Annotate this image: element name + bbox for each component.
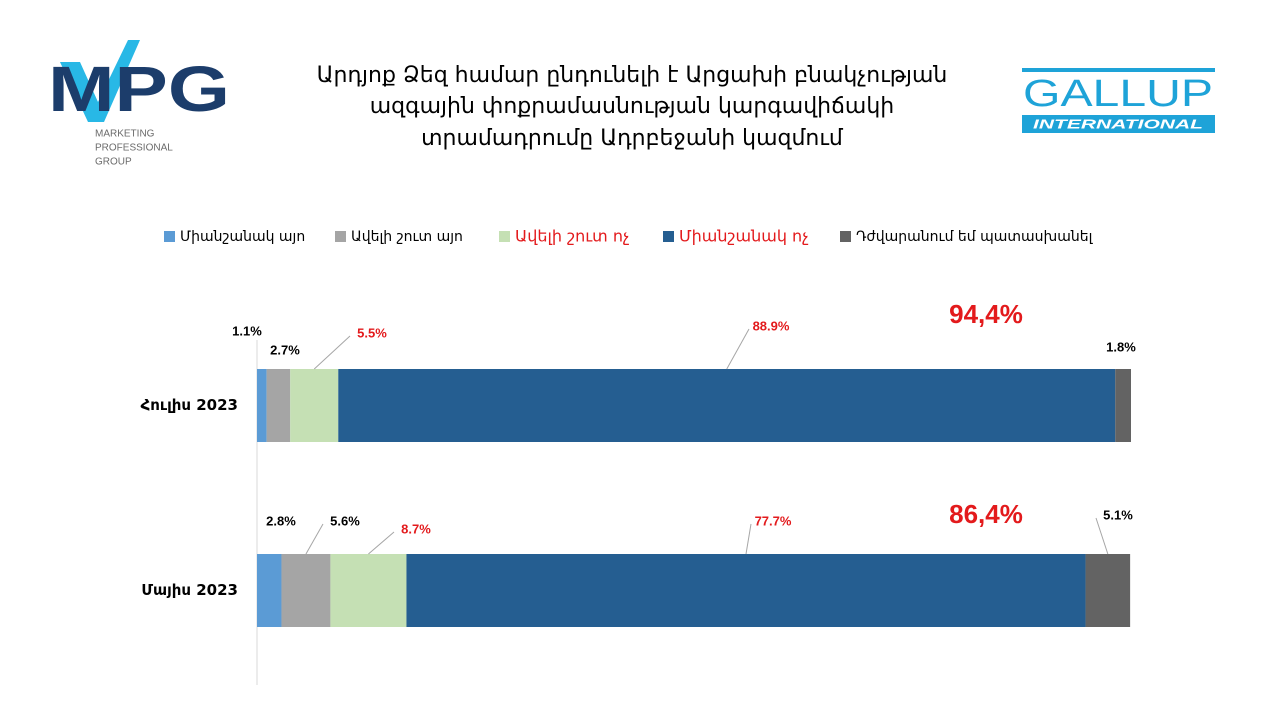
- bar-segment: [257, 554, 282, 627]
- gallup-logo: GALLUP INTERNATIONAL: [1022, 68, 1215, 133]
- bar-segment: [1085, 554, 1131, 627]
- value-label: 88.9%: [753, 318, 790, 333]
- value-label: 8.7%: [401, 521, 431, 536]
- annotation: 86,4%: [949, 499, 1023, 529]
- bar-segment: [290, 369, 339, 442]
- logo-tagline: PROFESSIONAL: [95, 143, 173, 154]
- leader-line: [726, 328, 750, 370]
- leader-line: [745, 523, 752, 555]
- category-label: Հուլիս 2023: [141, 396, 238, 414]
- value-label: 2.7%: [270, 342, 300, 357]
- bar-segment: [281, 554, 331, 627]
- bar-segment: [1115, 369, 1131, 442]
- leader-line: [305, 523, 324, 555]
- logo-band: [1022, 115, 1215, 133]
- logo-tagline: GROUP: [95, 157, 132, 168]
- legend-swatch: [335, 231, 346, 242]
- legend-label: Միանշանակ ոչ: [679, 227, 809, 246]
- logo-tagline: MARKETING: [95, 129, 155, 140]
- chart-title: տրամադրումը Ադրբեջանի կազմում: [421, 126, 844, 151]
- value-label: 1.8%: [1106, 339, 1136, 354]
- value-label: 2.8%: [266, 513, 296, 528]
- legend-label: Դժվարանում եմ պատասխանել: [856, 229, 1094, 245]
- bar-segment: [406, 554, 1086, 627]
- value-label: 1.1%: [232, 323, 262, 338]
- legend-swatch: [663, 231, 674, 242]
- bar-segment: [330, 554, 407, 627]
- bar-segment: [257, 369, 267, 442]
- category-label: Մայիս 2023: [141, 581, 238, 599]
- legend-swatch: [499, 231, 510, 242]
- chart-title: Արդյոք Ձեզ համար ընդունելի է Արցախի բնակ…: [317, 63, 948, 88]
- legend-swatch: [840, 231, 851, 242]
- logo-text: MPG: [48, 53, 230, 125]
- bar-segment: [338, 369, 1116, 442]
- value-label: 77.7%: [755, 513, 792, 528]
- legend-swatch: [164, 231, 175, 242]
- logo-shape: [60, 40, 140, 122]
- value-label: 5.5%: [357, 325, 387, 340]
- bar-segment: [266, 369, 291, 442]
- mpg-logo: MPG MARKETING PROFESSIONAL GROUP: [48, 40, 230, 168]
- leader-line: [368, 531, 395, 555]
- leader-line: [1095, 517, 1109, 555]
- value-label: 5.1%: [1103, 507, 1133, 522]
- annotation: 94,4%: [949, 299, 1023, 329]
- value-label: 5.6%: [330, 513, 360, 528]
- chart-title: ազգային փոքրամասնության կարգավիճակի: [370, 94, 895, 119]
- logo-text: GALLUP: [1023, 73, 1213, 115]
- leader-line: [313, 335, 351, 370]
- logo-rule: [1022, 68, 1215, 72]
- legend-label: Միանշանակ այո: [180, 229, 305, 245]
- logo-subtitle: INTERNATIONAL: [1033, 116, 1203, 131]
- legend-label: Ավելի շուտ այո: [351, 229, 463, 245]
- legend-label: Ավելի շուտ ոչ: [515, 227, 629, 246]
